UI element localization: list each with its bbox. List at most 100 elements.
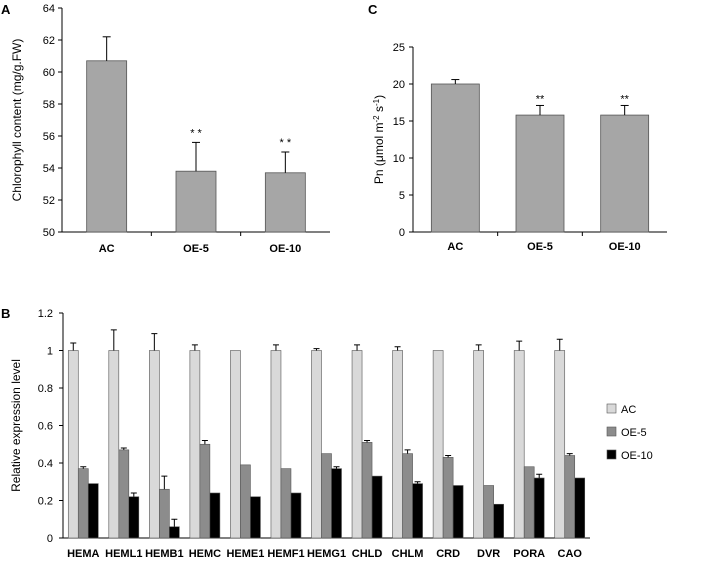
bar-oe-5 [515, 114, 565, 233]
x-category-label: OE-10 [609, 241, 641, 253]
bar-dvr-oe-10 [493, 503, 504, 539]
y-tick-label: 52 [43, 195, 55, 207]
bar-heml1-oe-5 [118, 449, 130, 539]
bar-hemb1-oe-5 [159, 488, 170, 539]
bar-cao-oe-5 [564, 455, 576, 539]
x-category-label: AC [99, 243, 115, 255]
significance-marker: * * [190, 127, 202, 139]
bar-oe-10 [264, 172, 306, 233]
legend-label: OE-10 [621, 450, 653, 462]
bar-hemf1-oe-5 [280, 468, 292, 539]
x-category-label: HEMB1 [145, 548, 184, 560]
bar-dvr-ac [473, 350, 484, 539]
bar-hemc-oe-10 [209, 492, 221, 539]
legend-label: AC [621, 404, 636, 416]
bar-heml1-oe-10 [128, 496, 140, 539]
x-category-label: AC [447, 241, 463, 253]
bar-chlm-oe-10 [412, 483, 423, 539]
bar-hema-oe-10 [87, 483, 99, 539]
y-axis-label-part: s [372, 106, 386, 115]
panel-a-label: A [1, 2, 11, 17]
y-axis-label: Relative expression level [9, 359, 23, 492]
y-axis-label: Pn (μmol m-2 s-1) [372, 95, 387, 184]
bar-crd-oe-5 [442, 457, 454, 539]
bar-crd-ac [432, 350, 444, 539]
bar-pora-oe-10 [533, 477, 545, 539]
legend-label: OE-5 [621, 427, 647, 439]
bar-heme1-ac [230, 350, 241, 539]
bar-hemc-oe-5 [199, 443, 211, 539]
panel-b-label: B [1, 306, 10, 321]
y-tick-label: 0.4 [38, 458, 53, 470]
x-category-label: CAO [558, 548, 583, 560]
y-tick-label: 15 [393, 116, 405, 128]
y-tick-label: 64 [43, 3, 55, 15]
bar-cao-ac [554, 350, 566, 539]
y-axis-label-part: -2 [372, 115, 381, 123]
x-category-label: HEMA [67, 548, 99, 560]
y-axis-label-part: Pn (μmol m [372, 123, 386, 185]
significance-marker: * * [280, 137, 292, 149]
x-category-label: PORA [513, 548, 545, 560]
bar-heme1-oe-5 [240, 464, 251, 539]
panel-c-chart: 0 5 10 15 20 25 Pn (μmol m-2 s-1) AC OE-5 ** OE-10… [372, 42, 667, 253]
x-category-label: OE-10 [269, 243, 301, 255]
legend-swatch-oe-5 [606, 426, 617, 437]
y-tick-label: 0.8 [38, 383, 53, 395]
bar-ac [430, 83, 480, 233]
significance-marker: ** [536, 93, 545, 105]
bar-crd-oe-10 [452, 485, 464, 539]
y-tick-label: 62 [43, 35, 55, 47]
y-tick-label: 50 [43, 227, 55, 239]
y-tick-label: 10 [393, 153, 405, 165]
y-tick-label: 58 [43, 99, 55, 111]
y-tick-label: 0.2 [38, 496, 53, 508]
bar-hema-oe-5 [77, 468, 89, 539]
x-category-label: CHLD [352, 548, 383, 560]
y-tick-label: 20 [393, 79, 405, 91]
bar-hemg1-oe-5 [321, 453, 332, 539]
bar-oe-5 [175, 170, 217, 233]
bar-chld-oe-5 [361, 442, 373, 539]
y-tick-label: 56 [43, 131, 55, 143]
x-category-label: DVR [477, 548, 500, 560]
bar-hemg1-ac [311, 350, 322, 539]
legend-swatch-ac [606, 403, 617, 414]
significance-marker: ** [620, 93, 629, 105]
y-axis-label: Chlorophyll content (mg/g.FW) [10, 39, 24, 202]
y-tick-label: 5 [399, 190, 405, 202]
x-category-label: HEME1 [226, 548, 264, 560]
x-category-label: CHLM [392, 548, 424, 560]
bar-hemb1-oe-10 [169, 526, 180, 539]
y-tick-label: 1 [47, 346, 53, 358]
y-axis-label-part: ) [372, 95, 386, 99]
panel-a-chart: 50 52 54 56 58 60 62 64 Chlorophyll content (mg/… [10, 3, 330, 255]
legend-swatch-oe-10 [606, 449, 617, 460]
x-category-label: HEML1 [105, 548, 142, 560]
bar-hemb1-ac [149, 350, 160, 539]
bar-ac [86, 60, 128, 233]
bar-hemf1-oe-10 [290, 492, 302, 539]
y-axis-label-part: -1 [372, 98, 381, 106]
bar-hema-ac [67, 350, 79, 539]
bar-hemc-ac [189, 350, 201, 539]
x-category-label: HEMF1 [267, 548, 304, 560]
y-tick-label: 25 [393, 42, 405, 54]
bar-hemf1-ac [270, 350, 282, 539]
bar-heml1-ac [108, 350, 120, 539]
bar-pora-oe-5 [523, 466, 535, 539]
panel-b-chart: 0 0.2 0.4 0.6 0.8 1 1.2 Relative expression lev… [9, 308, 653, 560]
y-tick-label: 0.6 [38, 421, 53, 433]
bar-hemg1-oe-10 [331, 468, 342, 539]
y-tick-label: 54 [43, 163, 55, 175]
y-tick-label: 0 [399, 227, 405, 239]
bar-cao-oe-10 [574, 477, 586, 539]
x-category-label: HEMG1 [307, 548, 346, 560]
bar-pora-ac [513, 350, 525, 539]
bar-chld-ac [351, 350, 363, 539]
x-category-label: CRD [436, 548, 460, 560]
x-category-label: HEMC [189, 548, 221, 560]
x-category-label: OE-5 [527, 241, 553, 253]
bar-chld-oe-10 [371, 475, 383, 539]
